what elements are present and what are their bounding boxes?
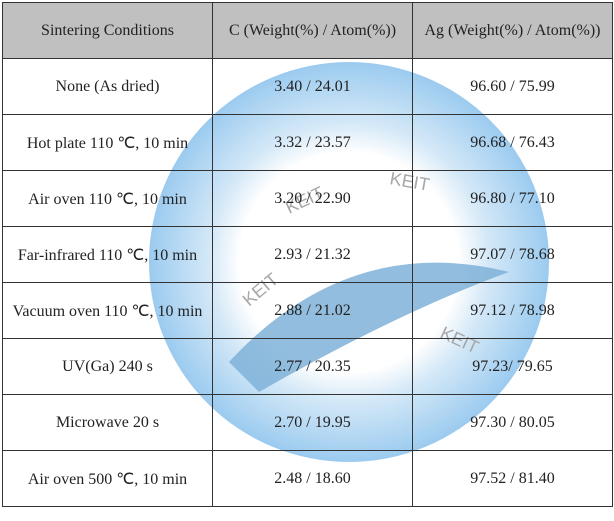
table-row: Air oven 500 ℃, 10 min 2.48 / 18.60 97.5… xyxy=(3,451,613,507)
cell-condition: Vacuum oven 110 ℃, 10 min xyxy=(3,283,213,339)
table-row: None (As dried) 3.40 / 24.01 96.60 / 75.… xyxy=(3,59,613,115)
table-header-row: Sintering Conditions C (Weight(%) / Atom… xyxy=(3,3,613,59)
cell-c: 2.70 / 19.95 xyxy=(213,395,413,451)
cell-ag: 97.23/ 79.65 xyxy=(413,339,613,395)
col-header-conditions: Sintering Conditions xyxy=(3,3,213,59)
cell-condition: UV(Ga) 240 s xyxy=(3,339,213,395)
cell-ag: 97.52 / 81.40 xyxy=(413,451,613,507)
cell-c: 2.88 / 21.02 xyxy=(213,283,413,339)
table-row: Vacuum oven 110 ℃, 10 min 2.88 / 21.02 9… xyxy=(3,283,613,339)
table-row: Hot plate 110 ℃, 10 min 3.32 / 23.57 96.… xyxy=(3,115,613,171)
cell-c: 3.32 / 23.57 xyxy=(213,115,413,171)
cell-c: 2.77 / 20.35 xyxy=(213,339,413,395)
table-row: Microwave 20 s 2.70 / 19.95 97.30 / 80.0… xyxy=(3,395,613,451)
cell-ag: 97.12 / 78.98 xyxy=(413,283,613,339)
cell-condition: None (As dried) xyxy=(3,59,213,115)
cell-condition: Far-infrared 110 ℃, 10 min xyxy=(3,227,213,283)
cell-condition: Microwave 20 s xyxy=(3,395,213,451)
cell-ag: 97.30 / 80.05 xyxy=(413,395,613,451)
cell-ag: 97.07 / 78.68 xyxy=(413,227,613,283)
table-row: Air oven 110 ℃, 10 min 3.20 / 22.90 96.8… xyxy=(3,171,613,227)
cell-ag: 96.60 / 75.99 xyxy=(413,59,613,115)
col-header-ag: Ag (Weight(%) / Atom(%)) xyxy=(413,3,613,59)
cell-c: 2.48 / 18.60 xyxy=(213,451,413,507)
cell-c: 3.40 / 24.01 xyxy=(213,59,413,115)
col-header-c: C (Weight(%) / Atom(%)) xyxy=(213,3,413,59)
table-row: Far-infrared 110 ℃, 10 min 2.93 / 21.32 … xyxy=(3,227,613,283)
cell-c: 2.93 / 21.32 xyxy=(213,227,413,283)
cell-condition: Air oven 500 ℃, 10 min xyxy=(3,451,213,507)
cell-condition: Hot plate 110 ℃, 10 min xyxy=(3,115,213,171)
cell-ag: 96.68 / 76.43 xyxy=(413,115,613,171)
table-row: UV(Ga) 240 s 2.77 / 20.35 97.23/ 79.65 xyxy=(3,339,613,395)
cell-c: 3.20 / 22.90 xyxy=(213,171,413,227)
sintering-table: Sintering Conditions C (Weight(%) / Atom… xyxy=(2,2,613,507)
cell-ag: 96.80 / 77.10 xyxy=(413,171,613,227)
cell-condition: Air oven 110 ℃, 10 min xyxy=(3,171,213,227)
